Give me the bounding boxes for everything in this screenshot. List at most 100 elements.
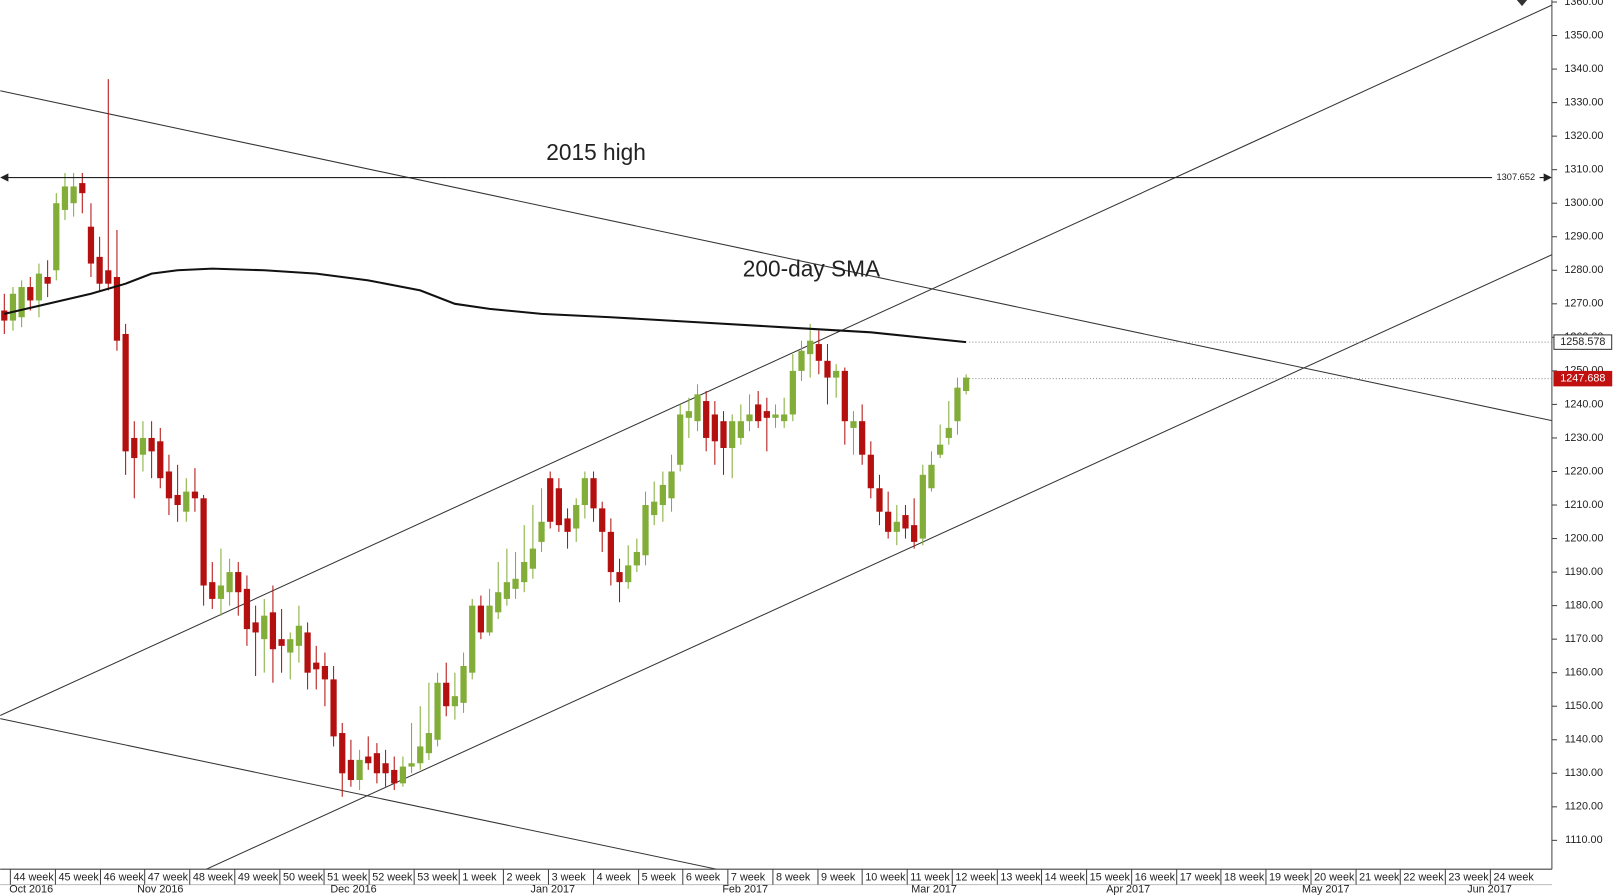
candle-body xyxy=(113,276,121,341)
arrow-head xyxy=(0,173,9,182)
candle-body xyxy=(235,572,242,593)
sma-line xyxy=(4,267,967,344)
candle-body xyxy=(174,494,181,506)
candle-body xyxy=(841,370,848,422)
y-tick-label: 1320.00 xyxy=(1564,130,1603,142)
candle-body xyxy=(105,270,112,284)
candle-body xyxy=(807,340,814,355)
candle-body xyxy=(763,411,770,418)
candle-body xyxy=(391,769,398,784)
candle-body xyxy=(330,679,337,737)
candle-body xyxy=(347,759,355,780)
candle-body xyxy=(226,572,233,593)
candle-body xyxy=(148,437,155,452)
x-tick-label: 19 week xyxy=(1269,871,1310,883)
candle-body xyxy=(590,478,597,509)
x-tick-label: 45 week xyxy=(59,871,100,883)
x-tick-label: 3 week xyxy=(552,871,587,883)
candle-body xyxy=(356,759,363,780)
candle-body xyxy=(746,414,753,422)
y-tick-label: 1280.00 xyxy=(1564,264,1603,276)
y-tick-label: 1220.00 xyxy=(1564,465,1603,477)
candle-body xyxy=(798,350,805,371)
month-label: Apr 2017 xyxy=(1106,884,1150,896)
x-tick-label: 11 week xyxy=(910,871,950,883)
candle-body xyxy=(365,756,372,764)
x-tick-label: 14 week xyxy=(1045,871,1086,883)
candle-body xyxy=(694,394,701,422)
candle-body xyxy=(781,414,788,422)
y-tick-label: 1120.00 xyxy=(1565,801,1603,813)
candle-body xyxy=(209,582,216,599)
high-value-box xyxy=(1492,171,1540,184)
candle-body xyxy=(720,421,727,449)
candle-body xyxy=(867,454,874,489)
month-label: May 2017 xyxy=(1302,884,1349,896)
candle-body xyxy=(96,256,103,284)
scroll-arrow[interactable] xyxy=(1516,0,1528,7)
candle-body xyxy=(945,427,952,438)
month-label: Jun 2017 xyxy=(1467,884,1512,896)
candle-body xyxy=(35,273,43,301)
candle-body xyxy=(399,766,407,784)
x-tick-label: 4 week xyxy=(597,871,632,883)
candle-body xyxy=(902,515,909,529)
candle-body xyxy=(321,665,329,680)
x-tick-label: 50 week xyxy=(283,871,324,883)
candle-body xyxy=(495,592,502,613)
candle-body xyxy=(460,665,467,703)
candle-body xyxy=(607,531,614,573)
candle-body xyxy=(625,565,632,583)
candle-body xyxy=(573,505,580,529)
candle-body xyxy=(729,421,736,449)
y-tick-label: 1270.00 xyxy=(1564,298,1603,310)
x-tick-label: 51 week xyxy=(327,871,368,883)
x-tick-label: 17 week xyxy=(1180,871,1221,883)
price-marker-box xyxy=(1553,334,1613,350)
candle-body xyxy=(477,605,485,633)
candle-body xyxy=(287,639,294,653)
candle-body xyxy=(183,491,190,512)
y-tick-label: 1300.00 xyxy=(1564,197,1603,209)
candle-body xyxy=(659,484,666,506)
candle-body xyxy=(417,746,424,764)
candle-body xyxy=(850,421,857,428)
candle-body xyxy=(252,622,259,633)
month-label: Feb 2017 xyxy=(722,884,768,896)
x-tick-label: 15 week xyxy=(1090,871,1131,883)
x-tick-label: 21 week xyxy=(1359,871,1400,883)
candle-body xyxy=(131,437,138,459)
candle-body xyxy=(200,498,207,586)
y-tick-label: 1150.00 xyxy=(1565,700,1603,712)
candle-body xyxy=(434,682,441,740)
x-tick-label: 9 week xyxy=(821,871,856,883)
candle-body xyxy=(616,572,623,583)
y-tick-label: 1310.00 xyxy=(1564,164,1603,176)
candle-body xyxy=(833,370,840,378)
candle-body xyxy=(529,548,536,569)
y-tick-label: 1140.00 xyxy=(1565,734,1603,746)
candle-body xyxy=(79,183,86,194)
x-tick-label: 44 week xyxy=(13,871,54,883)
x-tick-label: 24 week xyxy=(1493,871,1534,883)
candle-body xyxy=(911,525,918,542)
candle-body xyxy=(633,551,640,566)
x-tick-label: 5 week xyxy=(642,871,677,883)
x-tick-label: 52 week xyxy=(372,871,413,883)
candle-body xyxy=(139,437,147,455)
x-tick-label: 6 week xyxy=(686,871,721,883)
candle-body xyxy=(70,186,77,204)
x-tick-label: 13 week xyxy=(1000,871,1041,883)
candle-body xyxy=(521,562,528,583)
x-tick-label: 2 week xyxy=(507,871,542,883)
candle-body xyxy=(772,414,779,418)
candle-body xyxy=(469,605,476,673)
price-marker-label: 1247.688 xyxy=(1560,372,1605,384)
y-tick-label: 1350.00 xyxy=(1564,29,1603,41)
x-tick-label: 20 week xyxy=(1314,871,1355,883)
candle-body xyxy=(44,276,51,284)
trend-line xyxy=(206,254,1552,870)
candle-body xyxy=(217,585,225,599)
